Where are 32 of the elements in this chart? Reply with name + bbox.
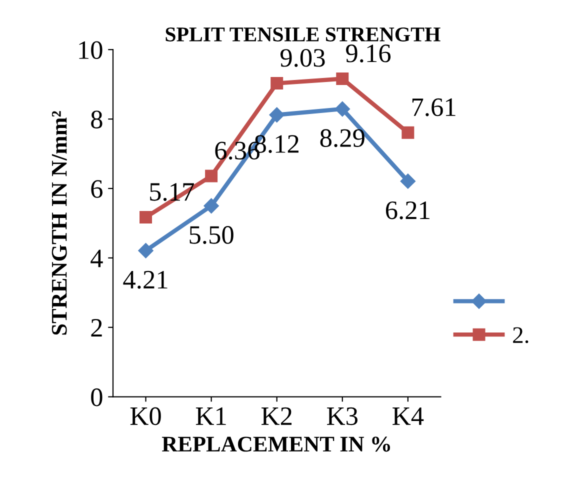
point xyxy=(140,211,152,224)
point xyxy=(402,126,414,139)
data-label: 7.61 xyxy=(412,98,456,116)
x-tick-label: K0 xyxy=(130,407,161,426)
y-tick-label: 10 xyxy=(79,41,102,60)
point xyxy=(138,243,154,258)
point xyxy=(205,170,218,182)
y-axis-title: STRENGTH IN N/mm² xyxy=(52,111,67,335)
y-tick-label: 8 xyxy=(91,110,102,128)
point xyxy=(400,174,416,189)
x-tick-label: K3 xyxy=(327,407,358,426)
point xyxy=(336,72,349,86)
x-tick-label: K4 xyxy=(392,407,424,425)
data-label: 5.50 xyxy=(190,226,234,244)
point xyxy=(270,77,284,90)
x-tick-label: K2 xyxy=(261,407,292,425)
x-axis-title: REPLACEMENT IN % xyxy=(162,436,390,452)
y-tick-label: 6 xyxy=(91,180,102,198)
y-tick-label: 2 xyxy=(91,319,102,337)
data-label: 8.29 xyxy=(320,129,364,148)
point xyxy=(269,107,284,122)
point xyxy=(334,101,350,117)
data-label: 4.21 xyxy=(123,270,168,289)
data-label: 9.03 xyxy=(280,49,325,67)
point xyxy=(204,198,219,214)
data-label: 6.21 xyxy=(386,201,430,220)
chart-title: SPLIT TENSILE STRENGTH xyxy=(166,27,440,42)
y-tick-label: 0 xyxy=(91,388,102,406)
legend-label: 2. xyxy=(513,327,528,344)
y-tick-label: 4 xyxy=(90,250,103,268)
data-label: 9.16 xyxy=(346,44,391,62)
x-tick-label: K1 xyxy=(196,407,226,425)
